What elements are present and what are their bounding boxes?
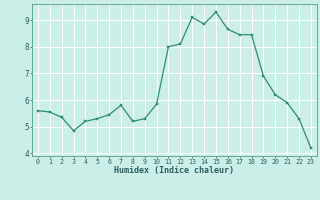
X-axis label: Humidex (Indice chaleur): Humidex (Indice chaleur)	[115, 166, 234, 175]
